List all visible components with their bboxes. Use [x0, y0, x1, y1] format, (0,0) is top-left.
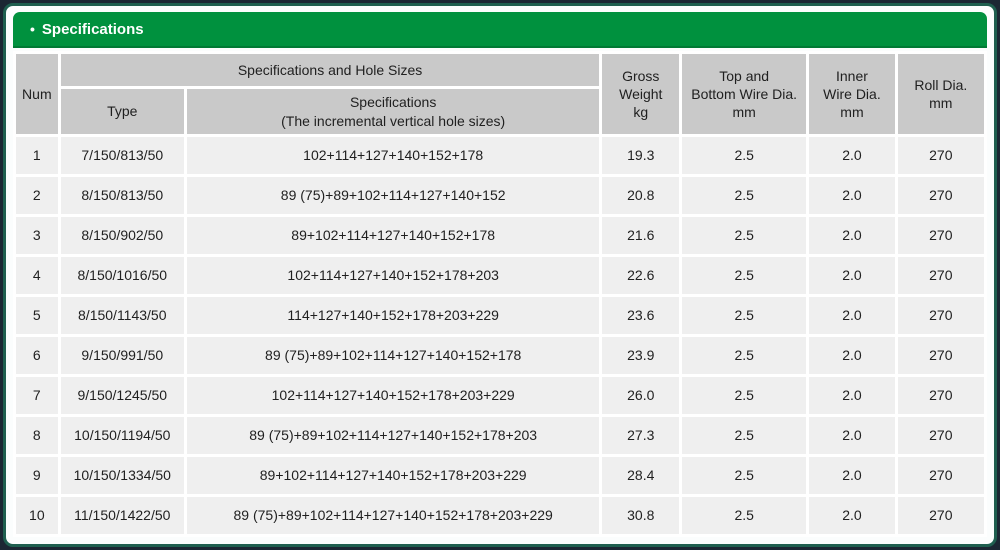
cell-specs: 102+114+127+140+152+178 [183, 134, 603, 177]
header-top-bottom-wire-dia: Top and Bottom Wire Dia. mm [679, 51, 810, 137]
cell-gross-weight: 21.6 [599, 214, 683, 257]
header-num: Num [13, 51, 61, 137]
header-type: Type [57, 86, 187, 137]
cell-type: 9/150/991/50 [57, 334, 187, 377]
header-specifications: Specifications (The incremental vertical… [183, 86, 603, 137]
cell-specs: 114+127+140+152+178+203+229 [183, 294, 603, 337]
cell-type: 10/150/1194/50 [57, 414, 187, 457]
cell-inner-wire: 2.0 [806, 494, 898, 537]
cell-specs: 102+114+127+140+152+178+203+229 [183, 374, 603, 417]
header-row-top: Num Specifications and Hole Sizes Gross … [13, 51, 988, 137]
cell-inner-wire: 2.0 [806, 414, 898, 457]
header-specs-group: Specifications and Hole Sizes [57, 51, 603, 89]
cell-inner-wire: 2.0 [806, 294, 898, 337]
section-title-bar: • Specifications [13, 12, 987, 48]
bullet-icon: • [30, 21, 35, 37]
cell-top-bottom-wire: 2.5 [679, 334, 810, 377]
cell-num: 1 [13, 134, 61, 177]
table-row: 5 8/150/1143/50 114+127+140+152+178+203+… [13, 294, 988, 337]
cell-type: 9/150/1245/50 [57, 374, 187, 417]
cell-gross-weight: 28.4 [599, 454, 683, 497]
header-roll-dia: Roll Dia. mm [894, 51, 988, 137]
table-row: 6 9/150/991/50 89 (75)+89+102+114+127+14… [13, 334, 988, 377]
cell-gross-weight: 23.6 [599, 294, 683, 337]
content-frame: • Specifications Num Specifications and … [3, 3, 997, 547]
section-title: Specifications [41, 20, 144, 38]
cell-type: 7/150/813/50 [57, 134, 187, 177]
cell-gross-weight: 23.9 [599, 334, 683, 377]
table-row: 9 10/150/1334/50 89+102+114+127+140+152+… [13, 454, 988, 497]
cell-specs: 89 (75)+89+102+114+127+140+152 [183, 174, 603, 217]
cell-specs: 89+102+114+127+140+152+178+203+229 [183, 454, 603, 497]
cell-gross-weight: 22.6 [599, 254, 683, 297]
cell-top-bottom-wire: 2.5 [679, 454, 810, 497]
cell-type: 8/150/813/50 [57, 174, 187, 217]
cell-gross-weight: 27.3 [599, 414, 683, 457]
cell-type: 8/150/1143/50 [57, 294, 187, 337]
table-row: 3 8/150/902/50 89+102+114+127+140+152+17… [13, 214, 988, 257]
cell-inner-wire: 2.0 [806, 454, 898, 497]
table-row: 7 9/150/1245/50 102+114+127+140+152+178+… [13, 374, 988, 417]
cell-roll-dia: 270 [894, 214, 988, 257]
header-row-sub: Type Specifications (The incremental ver… [15, 86, 986, 137]
cell-roll-dia: 270 [894, 494, 988, 537]
cell-roll-dia: 270 [894, 334, 988, 377]
cell-top-bottom-wire: 2.5 [679, 294, 810, 337]
cell-inner-wire: 2.0 [806, 334, 898, 377]
cell-roll-dia: 270 [894, 294, 988, 337]
cell-num: 8 [13, 414, 61, 457]
cell-specs: 89 (75)+89+102+114+127+140+152+178+203+2… [183, 494, 603, 537]
cell-inner-wire: 2.0 [806, 174, 898, 217]
cell-type: 11/150/1422/50 [57, 494, 187, 537]
cell-specs: 102+114+127+140+152+178+203 [183, 254, 603, 297]
cell-num: 9 [13, 454, 61, 497]
cell-roll-dia: 270 [894, 174, 988, 217]
cell-specs: 89+102+114+127+140+152+178 [183, 214, 603, 257]
cell-type: 10/150/1334/50 [57, 454, 187, 497]
cell-top-bottom-wire: 2.5 [679, 134, 810, 177]
cell-inner-wire: 2.0 [806, 214, 898, 257]
cell-gross-weight: 30.8 [599, 494, 683, 537]
cell-num: 10 [13, 494, 61, 537]
cell-gross-weight: 19.3 [599, 134, 683, 177]
cell-roll-dia: 270 [894, 134, 988, 177]
cell-num: 6 [13, 334, 61, 377]
cell-roll-dia: 270 [894, 414, 988, 457]
table-row: 1 7/150/813/50 102+114+127+140+152+178 1… [13, 134, 988, 177]
table-row: 2 8/150/813/50 89 (75)+89+102+114+127+14… [13, 174, 988, 217]
cell-num: 2 [13, 174, 61, 217]
cell-type: 8/150/1016/50 [57, 254, 187, 297]
cell-inner-wire: 2.0 [806, 254, 898, 297]
header-gross-weight: Gross Weight kg [599, 51, 683, 137]
specifications-table: Num Specifications and Hole Sizes Gross … [13, 51, 988, 537]
cell-top-bottom-wire: 2.5 [679, 494, 810, 537]
cell-specs: 89 (75)+89+102+114+127+140+152+178 [183, 334, 603, 377]
cell-top-bottom-wire: 2.5 [679, 374, 810, 417]
cell-num: 3 [13, 214, 61, 257]
table-row: 8 10/150/1194/50 89 (75)+89+102+114+127+… [13, 414, 988, 457]
cell-inner-wire: 2.0 [806, 374, 898, 417]
table-row: 10 11/150/1422/50 89 (75)+89+102+114+127… [13, 494, 988, 537]
cell-roll-dia: 270 [894, 374, 988, 417]
cell-num: 4 [13, 254, 61, 297]
cell-gross-weight: 20.8 [599, 174, 683, 217]
cell-top-bottom-wire: 2.5 [679, 254, 810, 297]
cell-type: 8/150/902/50 [57, 214, 187, 257]
cell-roll-dia: 270 [894, 254, 988, 297]
cell-roll-dia: 270 [894, 454, 988, 497]
table-row: 4 8/150/1016/50 102+114+127+140+152+178+… [13, 254, 988, 297]
header-inner-wire-dia: Inner Wire Dia. mm [806, 51, 898, 137]
cell-num: 5 [13, 294, 61, 337]
cell-top-bottom-wire: 2.5 [679, 414, 810, 457]
cell-top-bottom-wire: 2.5 [679, 214, 810, 257]
cell-num: 7 [13, 374, 61, 417]
cell-top-bottom-wire: 2.5 [679, 174, 810, 217]
cell-gross-weight: 26.0 [599, 374, 683, 417]
cell-inner-wire: 2.0 [806, 134, 898, 177]
cell-specs: 89 (75)+89+102+114+127+140+152+178+203 [183, 414, 603, 457]
